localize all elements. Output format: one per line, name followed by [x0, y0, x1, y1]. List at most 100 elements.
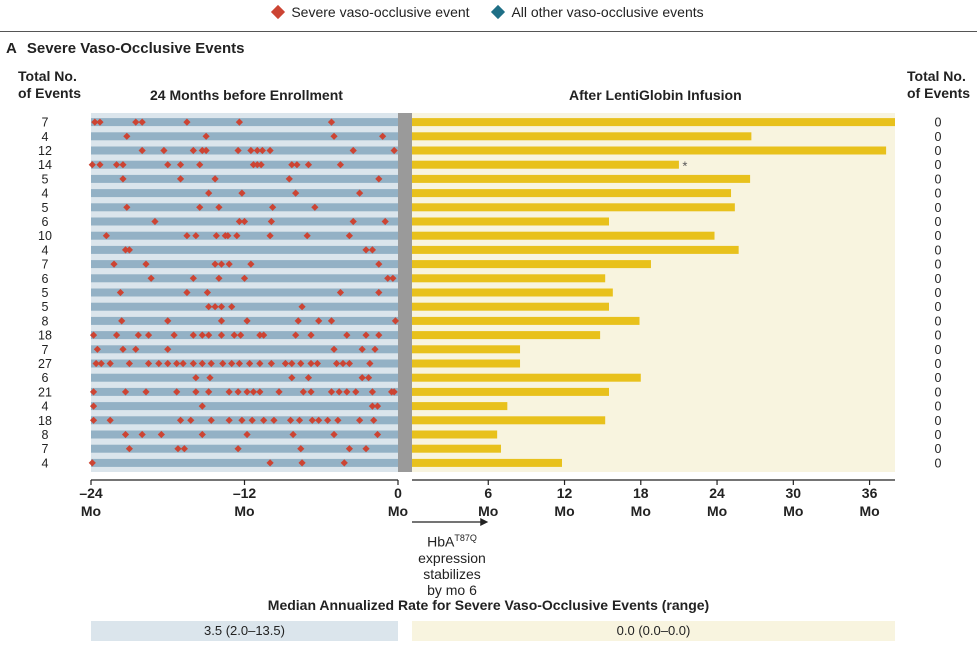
left-total-header: Total No. of Events — [18, 68, 81, 102]
severe-event-marker — [362, 445, 370, 453]
after-tick-3-value: 18 — [632, 485, 649, 501]
severe-event-marker — [89, 416, 98, 424]
before-tick-1-unit: Mo — [234, 503, 255, 519]
severe-event-marker — [240, 217, 249, 226]
severe-event-marker — [311, 203, 319, 211]
severe-event-marker — [88, 161, 96, 169]
after-total-count: 0 — [935, 130, 942, 144]
after-tick-4-value: 24 — [709, 485, 725, 501]
followup-bar — [412, 387, 610, 396]
severe-event-marker — [125, 246, 133, 254]
after-tick-2-label: 12 Mo — [540, 484, 590, 520]
severe-event-marker — [304, 161, 313, 169]
after-total-count: 0 — [935, 116, 942, 130]
severe-event-marker — [196, 161, 204, 169]
before-row-bar — [91, 288, 398, 297]
hba-note-line1: HbAT87Q — [412, 530, 492, 550]
followup-bar — [412, 189, 732, 198]
after-total-count: 0 — [935, 357, 942, 371]
severe-event-marker — [258, 146, 267, 155]
severe-event-marker — [89, 388, 98, 396]
before-total-count: 27 — [38, 357, 52, 371]
severe-event-marker — [183, 118, 191, 126]
severe-event-marker — [119, 345, 127, 353]
severe-event-marker — [352, 388, 360, 396]
severe-event-marker — [97, 359, 105, 368]
severe-event-marker — [366, 359, 374, 368]
severe-event-marker — [121, 388, 130, 396]
severe-event-marker — [288, 161, 296, 169]
before-total-count: 6 — [42, 215, 49, 229]
severe-event-marker — [228, 303, 236, 311]
legend: Severe vaso-occlusive event All other va… — [0, 4, 977, 20]
severe-event-marker — [358, 374, 366, 382]
severe-event-marker — [235, 359, 243, 368]
severe-event-marker — [142, 260, 150, 268]
severe-event-marker — [370, 416, 378, 424]
after-total-count: 0 — [935, 442, 942, 456]
right-total-header-line1: Total No. — [907, 68, 966, 84]
severe-event-marker — [88, 459, 96, 467]
severe-event-marker — [106, 416, 114, 424]
severe-event-marker — [183, 288, 191, 297]
severe-event-marker — [297, 359, 305, 368]
severe-event-marker — [247, 260, 255, 268]
severe-event-marker — [253, 146, 261, 155]
after-tick-1-value: 6 — [484, 485, 493, 501]
after-total-count: 0 — [935, 144, 942, 158]
severe-event-marker — [202, 132, 210, 140]
severe-event-marker — [121, 430, 130, 439]
followup-bar — [412, 416, 606, 425]
severe-event-marker — [391, 317, 400, 325]
severe-event-marker — [315, 416, 323, 424]
median-after-box: 0.0 (0.0–0.0) — [412, 621, 895, 641]
severe-event-marker — [275, 388, 283, 396]
severe-event-marker — [292, 189, 300, 197]
before-total-count: 8 — [42, 314, 49, 328]
severe-event-marker — [333, 359, 341, 368]
severe-event-marker — [243, 388, 251, 396]
severe-event-marker — [266, 459, 274, 467]
severe-event-marker — [248, 416, 256, 424]
legend-divider — [0, 31, 977, 32]
followup-bar — [412, 359, 521, 368]
before-row-bar — [91, 146, 398, 155]
after-tick-4-label: 24 Mo — [692, 484, 742, 520]
before-row-bar — [91, 302, 398, 311]
severe-event-marker — [324, 416, 332, 424]
severe-event-marker — [119, 175, 127, 183]
severe-event-marker — [123, 132, 131, 140]
severe-event-marker — [247, 146, 255, 155]
severe-event-marker — [349, 217, 357, 226]
before-row-bar — [91, 373, 398, 382]
before-row-bar — [91, 444, 398, 453]
before-total-count: 4 — [42, 456, 49, 470]
severe-event-marker — [256, 388, 264, 396]
before-tick-2-value: 0 — [394, 485, 402, 501]
severe-event-marker — [330, 345, 338, 353]
severe-event-marker — [288, 359, 296, 368]
after-total-count: 0 — [935, 300, 942, 314]
after-tick-2-value: 12 — [556, 485, 573, 501]
severe-event-marker — [198, 146, 206, 155]
before-tick-2-label: 0 Mo — [373, 484, 423, 520]
followup-bar — [412, 118, 895, 127]
severe-event-marker — [234, 445, 242, 453]
severe-event-marker — [260, 331, 268, 339]
after-tick-1-unit: Mo — [478, 503, 499, 519]
before-total-count: 8 — [42, 428, 49, 442]
severe-event-marker — [205, 189, 213, 197]
after-tick-3-label: 18 Mo — [616, 484, 666, 520]
severe-event-marker — [205, 331, 213, 339]
before-total-count: 5 — [42, 172, 49, 186]
before-tick-0-label: –24 Mo — [66, 484, 116, 520]
severe-event-marker — [202, 146, 210, 155]
before-period-header: 24 Months before Enrollment — [150, 87, 343, 103]
severe-event-marker — [285, 175, 293, 183]
severe-event-marker — [215, 274, 223, 282]
severe-event-marker — [228, 359, 236, 368]
after-tick-6-unit: Mo — [859, 503, 880, 519]
severe-event-marker — [288, 374, 296, 382]
severe-event-marker — [313, 359, 322, 368]
severe-event-marker — [106, 359, 114, 368]
